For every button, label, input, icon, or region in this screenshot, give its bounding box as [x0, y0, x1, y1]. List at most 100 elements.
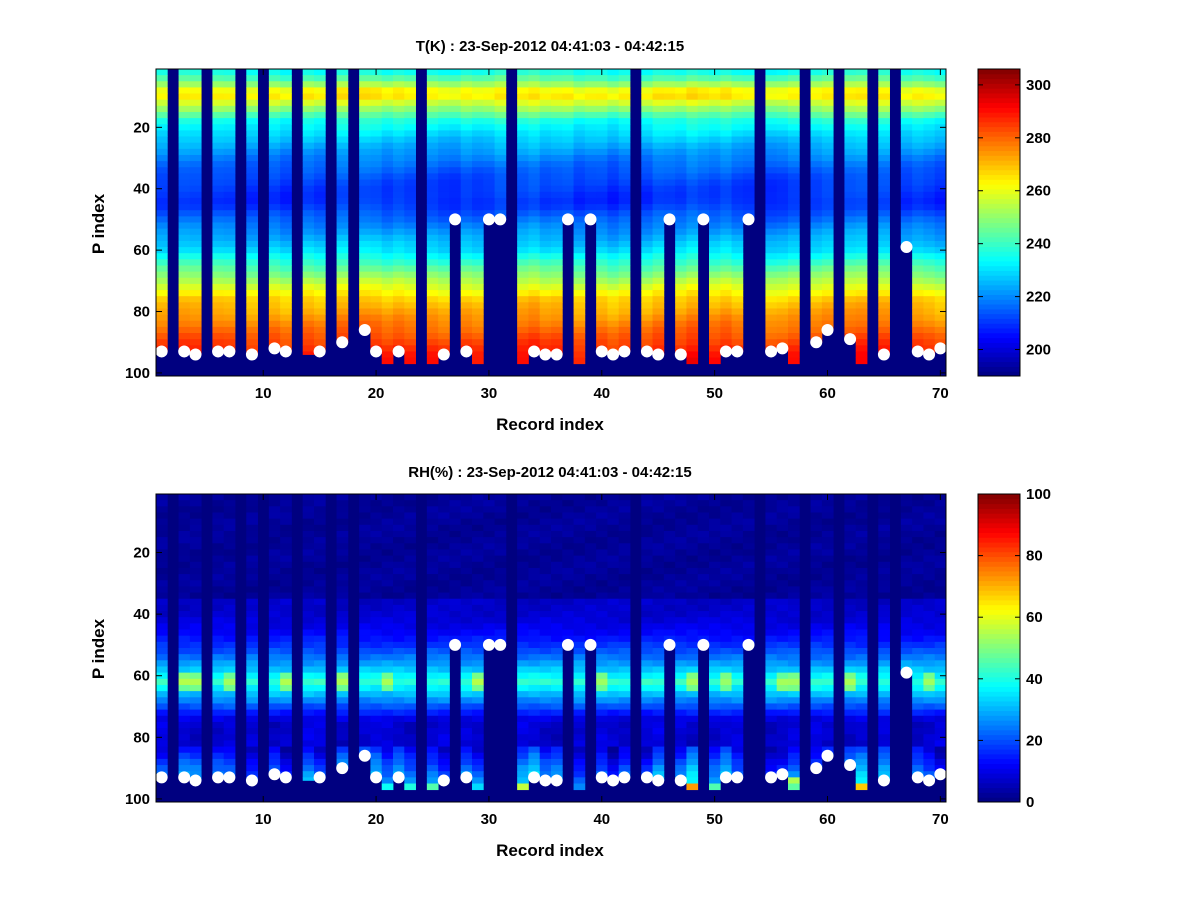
- heatmap-cell: [720, 734, 732, 741]
- heatmap-cell: [393, 721, 405, 729]
- heatmap-cell: [731, 697, 744, 704]
- heatmap-cell: [709, 537, 721, 544]
- heatmap-cell: [517, 567, 529, 575]
- heatmap-cell: [212, 234, 225, 242]
- heatmap-cell: [178, 216, 191, 223]
- heatmap-cell: [596, 81, 608, 88]
- heatmap-cell: [810, 191, 823, 199]
- heatmap-cell: [720, 81, 732, 88]
- heatmap-cell: [596, 549, 608, 556]
- heatmap-cell: [607, 87, 620, 94]
- heatmap-cell: [855, 154, 868, 162]
- heatmap-cell: [912, 648, 924, 655]
- heatmap-cell: [314, 512, 326, 520]
- heatmap-cell: [765, 333, 778, 340]
- heatmap-cell: [370, 130, 383, 137]
- heatmap-cell: [776, 148, 789, 156]
- heatmap-cell: [314, 721, 326, 729]
- heatmap-cell: [426, 197, 439, 205]
- heatmap-cell: [844, 191, 857, 199]
- heatmap-cell: [178, 173, 191, 180]
- heatmap-cell: [336, 611, 349, 618]
- heatmap-cell: [686, 709, 699, 717]
- heatmap-cell: [675, 253, 687, 260]
- heatmap-cell: [302, 302, 315, 309]
- heatmap-cell: [596, 512, 608, 520]
- heatmap-cell: [336, 69, 349, 76]
- heatmap-cell: [381, 574, 394, 581]
- heatmap-cell: [641, 691, 653, 698]
- heatmap-cell: [742, 592, 755, 600]
- heatmap-cell: [393, 697, 405, 704]
- heatmap-cell: [788, 228, 800, 236]
- x-tick-label: 10: [255, 811, 272, 828]
- heatmap-cell: [426, 130, 439, 137]
- heatmap-cell: [223, 191, 236, 199]
- heatmap-cell: [686, 75, 699, 82]
- heatmap-cell: [189, 81, 202, 88]
- heatmap-cell: [573, 771, 586, 778]
- heatmap-cell: [788, 765, 800, 772]
- heatmap-cell: [765, 604, 778, 612]
- heatmap-cell: [788, 167, 800, 174]
- heatmap-cell: [596, 290, 608, 297]
- heatmap-cell: [675, 81, 687, 88]
- heatmap-cell: [686, 660, 699, 667]
- heatmap-cell: [223, 740, 236, 747]
- heatmap-cell: [788, 678, 800, 686]
- heatmap-cell: [370, 580, 383, 587]
- heatmap-cell: [280, 586, 292, 593]
- heatmap-cell: [776, 253, 789, 260]
- heatmap-cell: [551, 654, 563, 661]
- heatmap-cell: [675, 296, 687, 303]
- heatmap-cell: [618, 709, 631, 717]
- heatmap-cell: [336, 506, 349, 513]
- heatmap-cell: [314, 87, 326, 94]
- heatmap-cell: [280, 567, 292, 575]
- colorbar-frame: [977, 68, 1021, 377]
- heatmap-cell: [189, 308, 202, 315]
- heatmap-cell: [280, 308, 292, 315]
- heatmap-cell: [607, 740, 620, 747]
- heatmap-cell: [336, 228, 349, 236]
- heatmap-cell: [393, 253, 405, 260]
- heatmap-cell: [720, 142, 732, 150]
- heatmap-cell: [641, 105, 653, 113]
- heatmap-cell: [156, 500, 168, 507]
- heatmap-cell: [189, 530, 202, 538]
- heatmap-cell: [810, 549, 823, 556]
- heatmap-cell: [156, 228, 168, 236]
- heatmap-cell: [788, 561, 800, 569]
- heatmap-cell: [472, 691, 484, 698]
- heatmap-cell: [641, 666, 653, 674]
- heatmap-cell: [562, 567, 574, 575]
- heatmap-cell: [393, 130, 405, 137]
- heatmap-cell: [460, 302, 473, 309]
- heatmap-cell: [551, 247, 563, 254]
- heatmap-cell: [381, 69, 394, 76]
- heatmap-cell: [528, 253, 541, 260]
- heatmap-cell: [359, 494, 371, 501]
- heatmap-cell: [404, 691, 416, 698]
- heatmap-cell: [223, 222, 236, 230]
- heatmap-cell: [686, 357, 699, 365]
- heatmap-cell: [788, 265, 800, 273]
- heatmap-cell: [381, 277, 394, 285]
- heatmap-cell: [934, 154, 947, 162]
- heatmap-cell: [551, 604, 563, 612]
- heatmap-cell: [618, 641, 631, 649]
- heatmap-cell: [268, 161, 281, 168]
- heatmap-cell: [844, 290, 857, 297]
- heatmap-cell: [584, 197, 597, 205]
- heatmap-cell: [359, 678, 371, 686]
- heatmap-cell: [189, 302, 202, 309]
- heatmap-cell: [663, 611, 676, 618]
- heatmap-cell: [404, 247, 416, 254]
- heatmap-cell: [731, 703, 744, 710]
- heatmap-cell: [596, 703, 608, 710]
- heatmap-cell: [912, 81, 924, 88]
- heatmap-cell: [573, 703, 586, 710]
- heatmap-cell: [607, 204, 620, 211]
- heatmap-cell: [314, 678, 326, 686]
- heatmap-cell: [709, 136, 721, 144]
